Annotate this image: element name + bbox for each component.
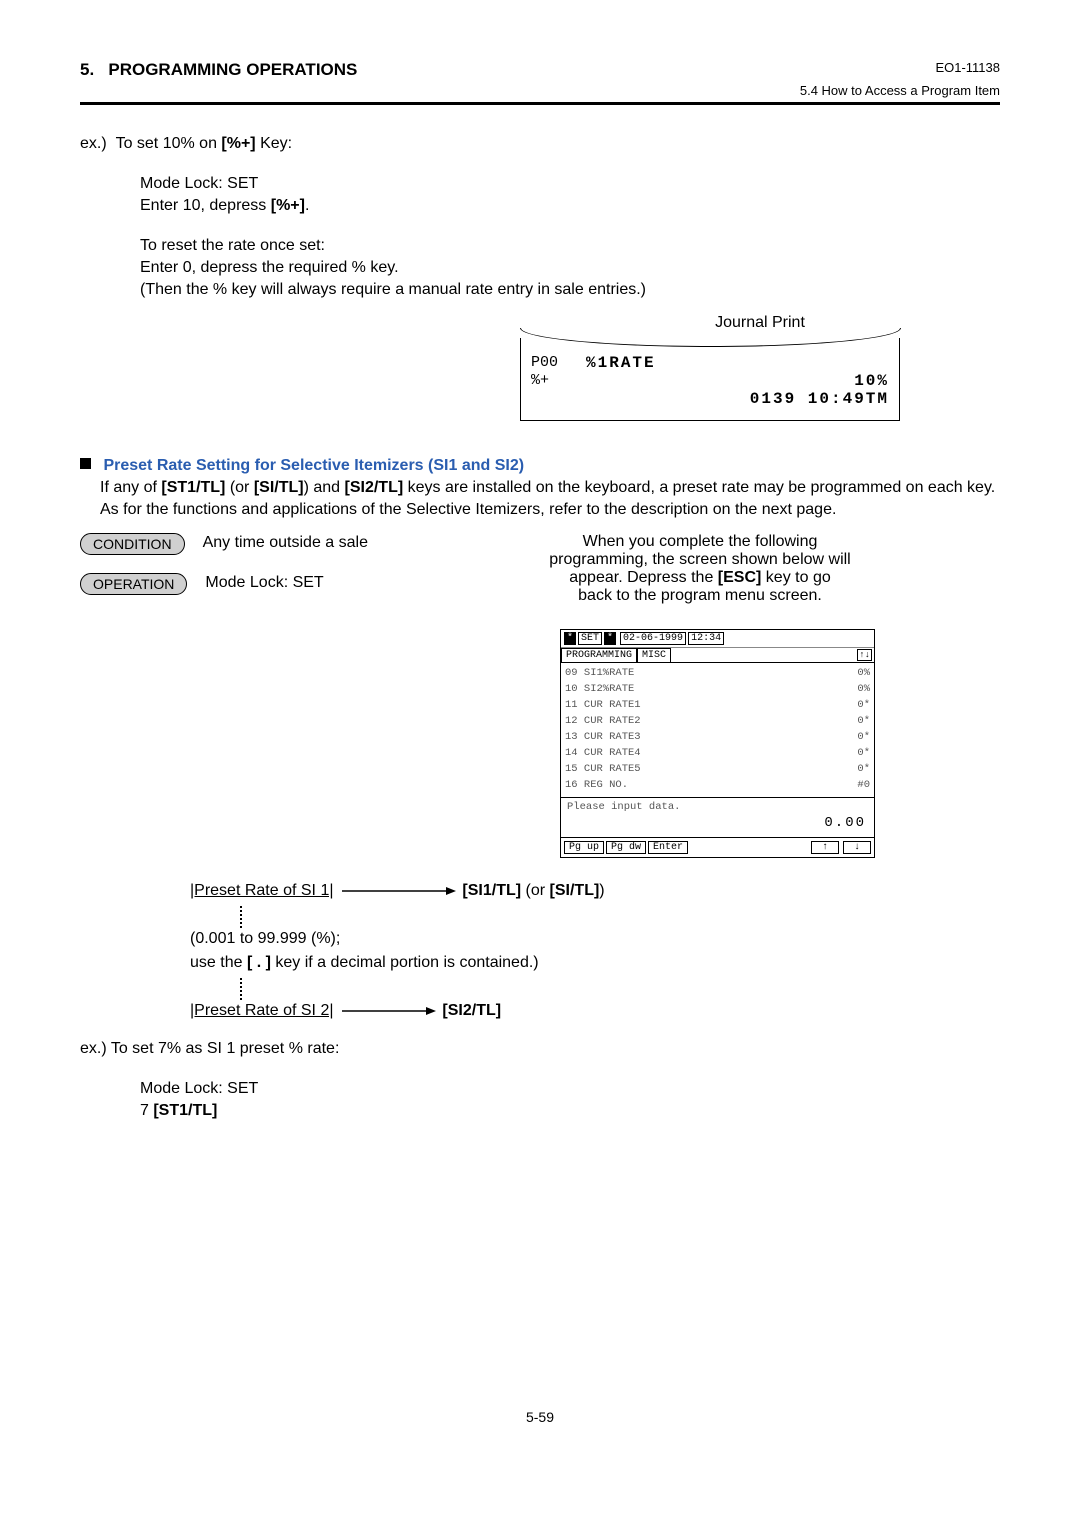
dotted-connector-icon — [240, 978, 1000, 1000]
completion-note: When you complete the following programm… — [510, 533, 890, 613]
note-l1: When you complete the following — [510, 533, 890, 551]
flow-note2: use the [ . ] key if a decimal portion i… — [190, 954, 1000, 972]
lcd-prompt: Please input data. — [561, 798, 874, 815]
ex2-intro: ex.) To set 7% as SI 1 preset % rate: — [80, 1040, 1000, 1058]
condition-pill: CONDITION — [80, 533, 185, 555]
preset-desc2: As for the functions and applications of… — [100, 501, 1000, 519]
preset-heading: Preset Rate Setting for Selective Itemiz… — [103, 457, 524, 474]
operation-text: Mode Lock: SET — [205, 573, 323, 592]
page-number: 5-59 — [0, 1409, 1080, 1425]
ex1-intro: ex.) To set 10% on [%+] Key: — [80, 135, 1000, 153]
doc-number: EO1-11138 — [800, 60, 1000, 75]
flow-row-2: |Preset Rate of SI 2| [SI2/TL] — [190, 1002, 1000, 1020]
lcd-btn-pgup[interactable]: Pg up — [564, 841, 604, 854]
header-right: EO1-11138 5.4 How to Access a Program It… — [800, 60, 1000, 98]
lcd-footer: Pg up Pg dw Enter ↑ ↓ — [561, 837, 874, 857]
lcd-tabs: PROGRAMMING MISC ↑↓ — [561, 648, 874, 663]
flow-note1: (0.001 to 99.999 (%); — [190, 930, 1000, 948]
square-bullet-icon — [80, 458, 91, 469]
ex1-mode: Mode Lock: SET — [140, 175, 1000, 193]
receipt-p00: P00 — [531, 354, 558, 372]
receipt-percent-plus: %+ — [531, 372, 549, 390]
receipt-rate-label: %1RATE — [586, 354, 656, 372]
lcd-row: 16 REG NO.#0 — [565, 777, 870, 793]
arrow-icon — [338, 1005, 438, 1017]
flow-si1-label: |Preset Rate of SI 1| — [190, 882, 334, 899]
lcd-row: 15 CUR RATE50* — [565, 761, 870, 777]
flow-si2-label: |Preset Rate of SI 2| — [190, 1002, 334, 1019]
note-l3: appear. Depress the [ESC] key to go — [510, 569, 890, 587]
arrow-icon — [338, 885, 458, 897]
preset-heading-row: Preset Rate Setting for Selective Itemiz… — [80, 457, 1000, 475]
lcd-btn-down[interactable]: ↓ — [843, 841, 871, 854]
operation-pill: OPERATION — [80, 573, 187, 595]
subsection: 5.4 How to Access a Program Item — [800, 83, 1000, 98]
lcd-btn-enter[interactable]: Enter — [648, 841, 688, 854]
condition-text: Any time outside a sale — [203, 533, 368, 552]
preset-desc1: If any of [ST1/TL] (or [SI/TL]) and [SI2… — [100, 479, 1000, 497]
ex1-enter: Enter 10, depress [%+]. — [140, 197, 1000, 215]
lcd-btn-pgdw[interactable]: Pg dw — [606, 841, 646, 854]
flow-si2-target: [SI2/TL] — [442, 1002, 501, 1019]
lcd-titlebar: * SET * 02-06-1999 12:34 — [561, 630, 874, 648]
note-l2: programming, the screen shown below will — [510, 551, 890, 569]
lcd-btn-up[interactable]: ↑ — [811, 841, 839, 854]
lcd-set: SET — [578, 632, 602, 645]
lcd-row: 09 SI1%RATE0% — [565, 665, 870, 681]
lcd-time: 12:34 — [688, 632, 724, 645]
lcd-date: 02-06-1999 — [620, 632, 686, 645]
lcd-row: 10 SI2%RATE0% — [565, 681, 870, 697]
lcd-star1: * — [564, 632, 576, 645]
ex2-mode: Mode Lock: SET — [140, 1080, 1000, 1098]
receipt-rate-value: 10% — [854, 372, 889, 390]
example-1: ex.) To set 10% on [%+] Key: Mode Lock: … — [80, 135, 1000, 299]
lcd-row: 11 CUR RATE10* — [565, 697, 870, 713]
ex2-key: 7 [ST1/TL] — [140, 1102, 1000, 1120]
lcd-screen: * SET * 02-06-1999 12:34 PROGRAMMING MIS… — [560, 629, 875, 858]
flow-row-1: |Preset Rate of SI 1| [SI1/TL] (or [SI/T… — [190, 882, 1000, 900]
flow-si1-target: [SI1/TL] — [462, 882, 521, 899]
lcd-row: 13 CUR RATE30* — [565, 729, 870, 745]
journal-receipt: P00 %1RATE %+ 10% 0139 10:49TM — [520, 338, 900, 421]
example-2: ex.) To set 7% as SI 1 preset % rate: Mo… — [80, 1040, 1000, 1120]
flow-block: |Preset Rate of SI 1| [SI1/TL] (or [SI/T… — [190, 882, 1000, 1020]
lcd-tab-misc[interactable]: MISC — [637, 648, 671, 662]
lcd-row: 14 CUR RATE40* — [565, 745, 870, 761]
lcd-scroll-arrows[interactable]: ↑↓ — [857, 649, 872, 661]
note-l4: back to the program menu screen. — [510, 587, 890, 605]
section-num: 5. — [80, 60, 94, 79]
lcd-tab-programming[interactable]: PROGRAMMING — [561, 648, 637, 662]
section-text: PROGRAMMING OPERATIONS — [108, 60, 357, 79]
page-header: 5. PROGRAMMING OPERATIONS EO1-11138 5.4 … — [80, 60, 1000, 105]
lcd-input-value: 0.00 — [561, 815, 874, 837]
preset-section: Preset Rate Setting for Selective Itemiz… — [80, 457, 1000, 519]
receipt-line2: 0139 10:49TM — [531, 390, 889, 408]
lcd-list: 09 SI1%RATE0% 10 SI2%RATE0% 11 CUR RATE1… — [561, 663, 874, 795]
ex1-reset3: (Then the % key will always require a ma… — [140, 281, 1000, 299]
lcd-star2: * — [604, 632, 616, 645]
ex1-reset2: Enter 0, depress the required % key. — [140, 259, 1000, 277]
dotted-connector-icon — [240, 906, 1000, 928]
ex1-reset1: To reset the rate once set: — [140, 237, 1000, 255]
lcd-row: 12 CUR RATE20* — [565, 713, 870, 729]
section-title: 5. PROGRAMMING OPERATIONS — [80, 60, 357, 80]
condition-operation-block: CONDITION Any time outside a sale OPERAT… — [80, 533, 1000, 613]
